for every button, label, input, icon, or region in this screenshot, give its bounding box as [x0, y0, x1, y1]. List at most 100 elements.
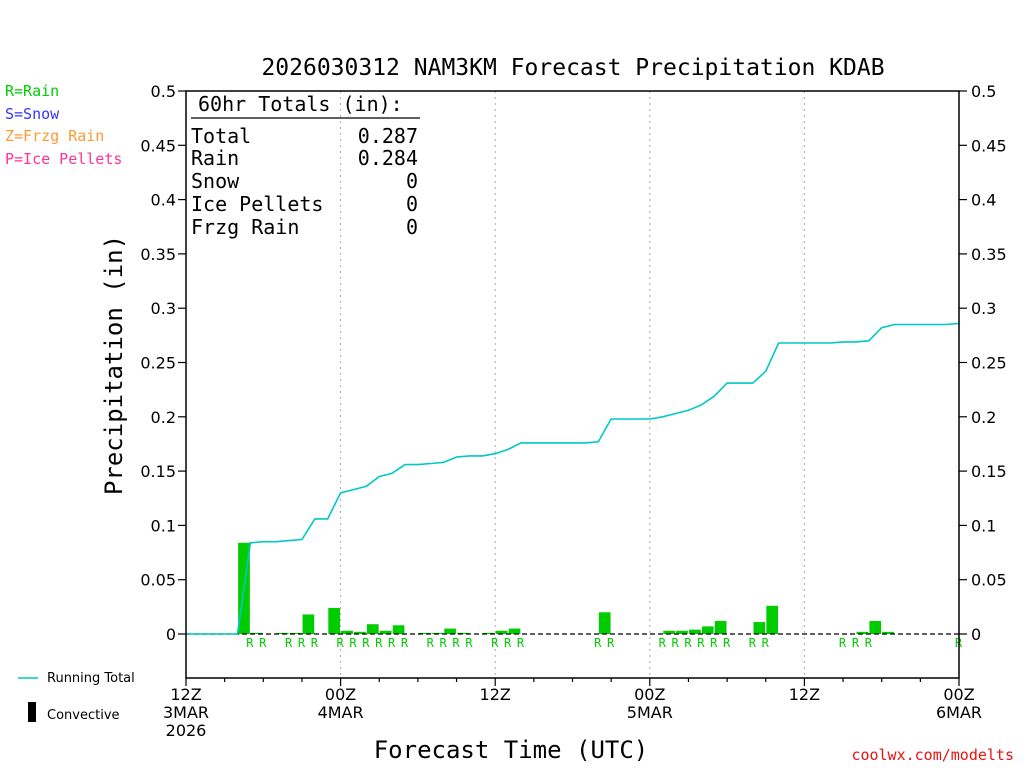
legend-frzg-rain: Z=Frzg Rain	[5, 127, 104, 145]
ptype-mark-h52: R	[852, 636, 860, 650]
ptype-mark-h41: R	[710, 636, 718, 650]
ptype-mark-h13: R	[349, 636, 357, 650]
totals-snow-label: Snow	[191, 169, 240, 193]
precip-bar-h39	[676, 630, 688, 634]
precip-bar-h46	[766, 605, 779, 634]
ptype-mark-h6: R	[259, 636, 267, 650]
totals-rain-value: 0.284	[358, 146, 418, 170]
totals-frzg-rain-label: Frzg Rain	[191, 215, 299, 239]
precip-bar-h19	[418, 632, 431, 634]
ptype-mark-h16: R	[388, 636, 396, 650]
ptype-mark-h51: R	[839, 636, 847, 650]
precip-bar-h54	[869, 620, 882, 634]
ptype-mark-h5: R	[246, 636, 254, 650]
ptype-mark-h25: R	[504, 636, 512, 650]
ptype-mark-h9: R	[298, 636, 306, 650]
totals-ice-pellets-value: 0	[406, 192, 418, 216]
legend-ice-pellets: P=Ice Pellets	[5, 150, 122, 168]
y-tick-label-left-0: 0	[166, 625, 176, 644]
totals-box: 60hr Totals (in): Total 0.287 Rain 0.284…	[191, 92, 420, 239]
precip-bar-h6	[251, 632, 263, 634]
credit-text: coolwx.com/modelts	[851, 746, 1014, 764]
ptype-mark-h8: R	[285, 636, 293, 650]
y-axis-left: 0 0.05 0.1 0.15 0.2 0.25 0.3 0.35 0.4 0.45 0.5	[140, 82, 186, 644]
y-tick-label-left-5: 0.25	[140, 354, 176, 373]
running-total-line	[186, 322, 960, 635]
ptype-mark-h44: R	[749, 636, 757, 650]
ptype-mark-h40: R	[697, 636, 705, 650]
precip-bar-h25	[495, 630, 508, 634]
precip-bar-h45	[753, 622, 766, 634]
x-tick-label-3-0: 00Z	[634, 685, 665, 704]
y-tick-label-left-9: 0.45	[140, 136, 176, 155]
precip-bar-h9	[289, 632, 302, 634]
y-tick-label-left-6: 0.3	[151, 299, 176, 318]
y-tick-label-left-3: 0.15	[140, 462, 176, 481]
x-tick-label-0-2: 2026	[166, 721, 207, 740]
ptype-mark-h33: R	[607, 636, 615, 650]
precip-bar-h12	[328, 607, 340, 634]
ptype-mark-h12: R	[336, 636, 344, 650]
y-tick-label-left-4: 0.2	[151, 408, 176, 427]
totals-snow-value: 0	[406, 169, 418, 193]
legend-rain: R=Rain	[5, 82, 59, 100]
ptype-mark-h39: R	[684, 636, 692, 650]
precip-bar-h40	[689, 629, 701, 634]
ptype-mark-h32: R	[594, 636, 602, 650]
ptype-mark-h38: R	[671, 636, 679, 650]
y-tick-label-left-1: 0.05	[140, 571, 176, 590]
convective-legend-label: Convective	[47, 708, 120, 723]
precip-bar-h42	[714, 620, 727, 634]
y-tick-label-left-2: 0.1	[151, 516, 176, 535]
ptype-mark-h17: R	[401, 636, 409, 650]
y-tick-label-right-3: 0.15	[971, 462, 1007, 481]
grid-layer	[340, 91, 805, 678]
y-tick-label-right-1: 0.05	[971, 571, 1007, 590]
precip-bar-h33	[598, 612, 611, 634]
x-tick-label-1-0: 00Z	[325, 685, 356, 704]
x-tick-label-5-1: 6MAR	[936, 703, 982, 722]
y-tick-label-right-4: 0.2	[971, 408, 996, 427]
y-axis-right: 0 0.05 0.1 0.15 0.2 0.25 0.3 0.35 0.4 0.45 0.5	[959, 82, 1007, 644]
x-tick-label-2-0: 12Z	[480, 685, 511, 704]
ptype-mark-h42: R	[723, 636, 731, 650]
ptype-mark-h53: R	[865, 636, 873, 650]
y-tick-label-right-8: 0.4	[971, 191, 996, 210]
y-tick-label-left-7: 0.35	[140, 245, 176, 264]
precip-bar-h14	[354, 631, 366, 634]
ptype-mark-h37: R	[659, 636, 667, 650]
ptype-mark-h19: R	[427, 636, 435, 650]
precip-bar-h13	[341, 630, 353, 634]
ptype-mark-h14: R	[362, 636, 370, 650]
totals-total-label: Total	[191, 124, 251, 148]
precip-bar-h21	[444, 628, 456, 634]
precip-bar-h55	[882, 631, 894, 634]
precip-bar-h15	[366, 624, 379, 634]
ptype-mark-h20: R	[440, 636, 448, 650]
totals-rain-label: Rain	[191, 146, 239, 170]
precip-bar-h53	[856, 631, 869, 634]
ptype-mark-h24: R	[491, 636, 499, 650]
precip-bar-h26	[508, 628, 521, 634]
precip-bar-h41	[701, 626, 714, 634]
legend-snow: S=Snow	[5, 105, 60, 123]
y-tick-label-left-8: 0.4	[151, 191, 176, 210]
y-tick-label-right-10: 0.5	[971, 82, 996, 101]
y-tick-label-right-0: 0	[971, 625, 981, 644]
totals-title: 60hr Totals (in):	[198, 92, 403, 116]
precip-bar-h24	[482, 632, 495, 634]
y-tick-label-right-5: 0.25	[971, 354, 1007, 373]
precip-bar-h38	[663, 630, 675, 634]
ptype-mark-h21: R	[452, 636, 460, 650]
ptype-mark-h10: R	[311, 636, 319, 650]
series-legend: Running Total Convective	[18, 671, 135, 723]
plot-frame	[185, 90, 960, 679]
bars-layer	[238, 542, 894, 634]
ptype-mark-h45: R	[762, 636, 770, 650]
x-tick-label-3-1: 5MAR	[627, 703, 673, 722]
x-tick-label-0-0: 12Z	[170, 685, 201, 704]
totals-ice-pellets-label: Ice Pellets	[191, 192, 323, 216]
